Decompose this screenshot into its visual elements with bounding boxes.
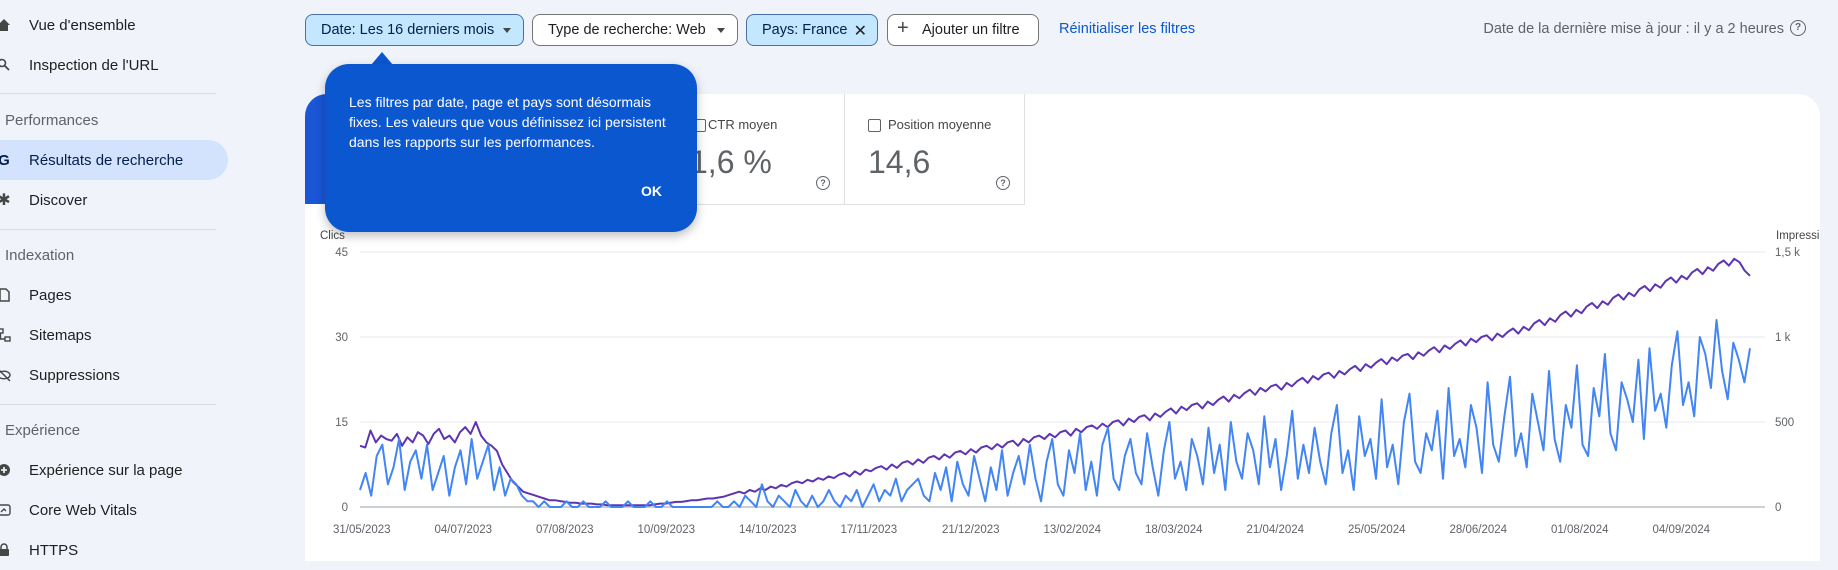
- close-icon[interactable]: ✕: [853, 23, 867, 40]
- x-axis-tick-label: 21/12/2023: [942, 524, 1000, 536]
- nav-item-label: Sitemaps: [29, 326, 92, 344]
- divider: [0, 404, 216, 405]
- metric-label: Position moyenne: [888, 117, 992, 132]
- sidebar: Vue d'ensemble Inspection de l'URL Perfo…: [0, 0, 230, 561]
- tooltip-arrow: [371, 52, 393, 65]
- nav-item-label: Résultats de recherche: [29, 151, 184, 169]
- reset-filters-link[interactable]: Réinitialiser les filtres: [1059, 21, 1196, 37]
- checkbox[interactable]: [868, 119, 881, 132]
- help-icon[interactable]: ?: [1790, 20, 1806, 36]
- nav-item-label: Pages: [29, 286, 72, 304]
- nav-item-url-inspection[interactable]: Inspection de l'URL: [0, 45, 228, 85]
- x-axis-tick-label: 07/08/2023: [536, 524, 594, 536]
- left-axis-tick-label: 30: [335, 332, 348, 344]
- search-type-filter-chip[interactable]: Type de recherche: Web: [532, 14, 738, 46]
- nav-item-label: Vue d'ensemble: [29, 16, 136, 34]
- search-icon: [0, 57, 12, 73]
- right-axis-tick-label: 1,5 k: [1775, 247, 1800, 259]
- section-title-indexation: Indexation: [5, 247, 75, 264]
- nav-item-page-experience[interactable]: Expérience sur la page: [0, 450, 228, 490]
- nav-item-label: HTTPS: [29, 541, 79, 559]
- divider: [0, 229, 216, 230]
- add-filter-label: Ajouter un filtre: [922, 22, 1020, 38]
- help-icon[interactable]: ?: [816, 176, 830, 190]
- x-axis-tick-label: 01/08/2024: [1551, 524, 1609, 536]
- country-filter-label: Pays: France: [762, 22, 848, 38]
- chevron-down-icon: [717, 28, 725, 33]
- nav-item-https[interactable]: HTTPS: [0, 530, 228, 570]
- chevron-down-icon: [503, 28, 511, 33]
- help-icon[interactable]: ?: [996, 176, 1010, 190]
- left-axis-tick-label: 15: [335, 417, 348, 429]
- date-filter-chip[interactable]: Date: Les 16 derniers mois: [305, 14, 524, 46]
- right-axis-tick-label: 1 k: [1775, 332, 1791, 344]
- series-line-clicks: [359, 319, 1751, 508]
- x-axis-tick-label: 31/05/2023: [333, 524, 391, 536]
- country-filter-chip[interactable]: Pays: France ✕: [746, 14, 878, 46]
- performance-chart: 45 1,5 k 30 1 k 15 500 0 0 Clics Impressions 31/05…: [320, 230, 1820, 536]
- home-icon: [0, 17, 12, 33]
- series-line-impressions: [359, 257, 1751, 507]
- info-tooltip: Les filtres par date, page et pays sont …: [325, 64, 697, 232]
- metric-position[interactable]: Position moyenne 14,6 ?: [844, 94, 1025, 205]
- x-axis-tick-label: 13/02/2024: [1044, 524, 1102, 536]
- left-axis-tick-label: 0: [342, 502, 348, 514]
- nav-item-label: Core Web Vitals: [29, 501, 137, 519]
- x-axis-tick-label: 25/05/2024: [1348, 524, 1406, 536]
- x-axis-tick-label: 21/04/2024: [1247, 524, 1305, 536]
- right-axis-tick-label: 500: [1775, 417, 1794, 429]
- nav-item-core-web-vitals[interactable]: Core Web Vitals: [0, 490, 228, 530]
- plus-circle-icon: [0, 462, 12, 478]
- last-update-text: Date de la dernière mise à jour : il y a…: [1483, 21, 1784, 37]
- google-g-icon: G: [0, 151, 10, 169]
- right-axis-tick-label: 0: [1775, 502, 1781, 514]
- search-type-filter-label: Type de recherche: Web: [548, 22, 706, 38]
- date-filter-label: Date: Les 16 derniers mois: [321, 22, 495, 38]
- add-filter-button[interactable]: + Ajouter un filtre: [887, 14, 1039, 46]
- gauge-icon: [0, 502, 12, 518]
- x-axis-tick-label: 10/09/2023: [638, 524, 696, 536]
- nav-item-discover[interactable]: ✱ Discover: [0, 180, 228, 220]
- nav-item-label: Expérience sur la page: [29, 461, 183, 479]
- tooltip-text: Les filtres par date, page et pays sont …: [349, 94, 666, 150]
- x-axis-tick-label: 04/07/2023: [435, 524, 493, 536]
- metric-label: CTR moyen: [708, 117, 778, 132]
- asterisk-icon: ✱: [0, 192, 11, 209]
- x-axis-tick-label: 17/11/2023: [841, 524, 898, 536]
- left-axis-title: Clics: [320, 230, 345, 242]
- eye-off-icon: [0, 367, 12, 383]
- tooltip-ok-button[interactable]: OK: [641, 183, 662, 199]
- nav-item-pages[interactable]: Pages: [0, 275, 228, 315]
- metric-value: 1,6 %: [690, 144, 772, 180]
- nav-item-sitemaps[interactable]: Sitemaps: [0, 315, 228, 355]
- x-axis-tick-label: 04/09/2024: [1653, 524, 1711, 536]
- nav-item-label: Suppressions: [29, 366, 120, 384]
- x-axis-tick-label: 14/10/2023: [739, 524, 797, 536]
- nav-item-search-results[interactable]: G Résultats de recherche: [0, 140, 228, 180]
- nav-item-label: Discover: [29, 191, 88, 209]
- divider: [0, 93, 216, 94]
- sitemap-icon: [0, 327, 12, 343]
- page-icon: [0, 287, 12, 303]
- x-axis-tick-label: 18/03/2024: [1145, 524, 1203, 536]
- nav-item-removals[interactable]: Suppressions: [0, 355, 228, 395]
- nav-item-label: Inspection de l'URL: [29, 56, 159, 74]
- section-title-experience: Expérience: [5, 422, 81, 439]
- nav-item-overview[interactable]: Vue d'ensemble: [0, 5, 228, 45]
- left-axis-tick-label: 45: [335, 247, 348, 259]
- right-axis-title: Impressions: [1776, 230, 1820, 242]
- plus-icon: +: [897, 17, 909, 39]
- metric-value: 14,6: [868, 144, 931, 180]
- lock-icon: [0, 542, 12, 558]
- section-title-performance: Performances: [5, 112, 99, 129]
- x-axis-tick-label: 28/06/2024: [1450, 524, 1508, 536]
